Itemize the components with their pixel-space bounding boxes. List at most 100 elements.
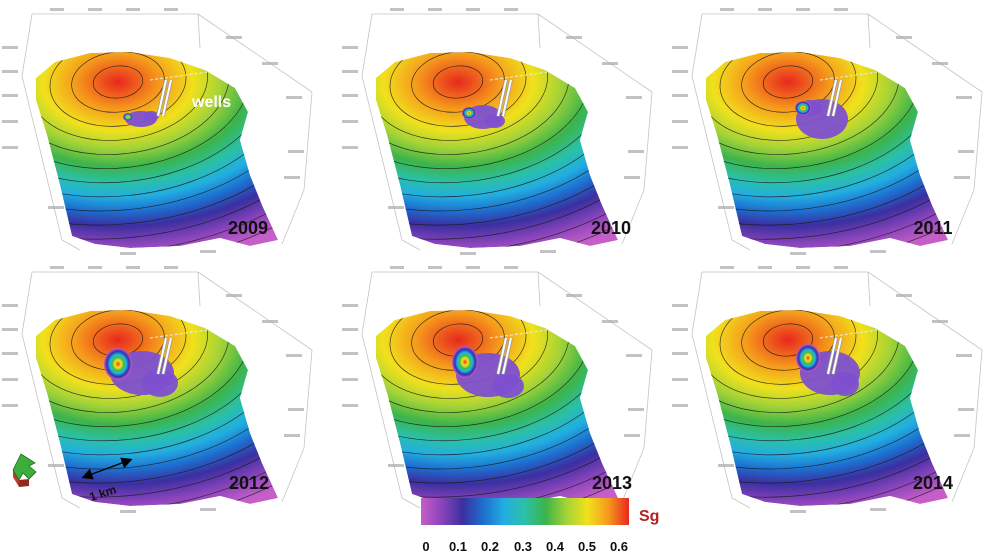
axis-tick-label-mark: [2, 352, 18, 355]
axis-tick-label-mark: [288, 408, 304, 411]
wireframe-edge: [731, 497, 751, 509]
panel-2010: [342, 8, 653, 255]
surface-fill: [36, 52, 278, 248]
wireframe-edge: [691, 333, 733, 499]
axis-tick-label-mark: [50, 266, 64, 269]
axis-tick-label-mark: [390, 266, 404, 269]
axis-tick-label-mark: [120, 510, 136, 513]
injection-wells: [826, 79, 843, 117]
contour-line: [376, 310, 618, 484]
axis-tick-label-mark: [466, 8, 480, 11]
wireframe-edge: [401, 497, 421, 509]
wireframe-box: [672, 8, 983, 255]
plume-core: [104, 348, 132, 380]
wireframe-edge: [951, 447, 975, 503]
axis-tick-label-mark: [870, 508, 886, 511]
surface-fill: [376, 310, 618, 506]
injection-wells: [496, 79, 513, 117]
axis-tick-label-mark: [626, 96, 642, 99]
well-line: [497, 337, 507, 375]
wireframe-edge: [303, 91, 313, 191]
axis-tick-label-mark: [624, 176, 640, 179]
scale-bar-arrow: [81, 457, 133, 480]
injection-wells: [496, 337, 513, 375]
plume-core: [795, 101, 811, 115]
axis-tick-label-mark: [672, 94, 688, 97]
plume-extent: [142, 369, 178, 397]
axis-tick-label-mark: [2, 378, 18, 381]
wireframe-edge: [973, 349, 983, 449]
axis-tick-label-mark: [954, 176, 970, 179]
axis-tick-label-mark: [2, 120, 18, 123]
contour-line: [376, 52, 618, 212]
axis-tick-label-mark: [164, 8, 178, 11]
axis-tick-label-mark: [342, 120, 358, 123]
contour-line: [376, 52, 618, 240]
axis-tick-label-mark: [342, 70, 358, 73]
year-label-2013: 2013: [592, 473, 632, 493]
axis-tick-label-mark: [796, 266, 810, 269]
wireframe-edge: [61, 239, 81, 251]
well-line: [827, 79, 837, 117]
well-line: [157, 337, 167, 375]
axis-tick-label-mark: [672, 352, 688, 355]
colorbar-label: Sg: [639, 508, 659, 525]
colorbar-tick-label: 0.2: [481, 539, 499, 554]
plume-extent: [831, 372, 859, 396]
north-arrow-base: [19, 479, 29, 487]
contour-line: [706, 310, 948, 456]
wireframe-edge: [61, 497, 81, 509]
wireframe-edge: [867, 13, 983, 93]
contour-line: [376, 52, 618, 198]
axis-tick-label-mark: [758, 8, 772, 11]
axis-tick-label-mark: [226, 294, 242, 297]
axis-tick-label-mark: [342, 378, 358, 381]
contour-line: [36, 52, 278, 226]
wireframe-edge: [197, 271, 201, 307]
axis-tick-label-mark: [672, 328, 688, 331]
axis-tick-label-mark: [342, 304, 358, 307]
axis-tick-label-mark: [88, 266, 102, 269]
wells-annotation: wells: [191, 94, 231, 111]
axis-tick-label-mark: [932, 320, 948, 323]
injection-wells: [156, 79, 173, 117]
axis-tick-label-mark: [2, 328, 18, 331]
colorbar-tick-label: 0.6: [610, 539, 628, 554]
year-label-2009: 2009: [228, 218, 268, 238]
axis-tick-label-mark: [672, 404, 688, 407]
axis-tick-label-mark: [958, 408, 974, 411]
axis-tick-label-mark: [958, 150, 974, 153]
axis-tick-label-mark: [2, 70, 18, 73]
axis-tick-label-mark: [48, 206, 64, 209]
wireframe-edge: [361, 75, 403, 241]
wireframe-edge: [731, 239, 751, 251]
axis-tick-label-mark: [342, 94, 358, 97]
contour-line: [36, 310, 278, 498]
wireframe-edge: [621, 189, 645, 245]
axis-tick-label-mark: [602, 62, 618, 65]
wireframe-edge: [21, 13, 33, 77]
axis-tick-label-mark: [126, 8, 140, 11]
year-label-2012: 2012: [229, 473, 269, 493]
wireframe-edge: [197, 13, 201, 49]
axis-tick-label-mark: [834, 8, 848, 11]
wireframe-box: [342, 8, 653, 255]
axis-tick-label-mark: [718, 206, 734, 209]
axis-tick-label-mark: [790, 510, 806, 513]
axis-tick-label-mark: [120, 252, 136, 255]
plume-core: [796, 344, 820, 372]
contour-line: [706, 52, 948, 198]
axis-tick-label-mark: [88, 8, 102, 11]
axis-tick-label-mark: [388, 464, 404, 467]
contour-line: [706, 52, 948, 226]
axis-tick-label-mark: [284, 176, 300, 179]
year-label-2014: 2014: [913, 473, 953, 493]
well-line: [502, 337, 512, 375]
axis-tick-label-mark: [672, 304, 688, 307]
axis-tick-label-mark: [342, 352, 358, 355]
wireframe-edge: [361, 271, 373, 335]
axis-tick-label-mark: [720, 266, 734, 269]
panel-2013: [342, 266, 653, 513]
